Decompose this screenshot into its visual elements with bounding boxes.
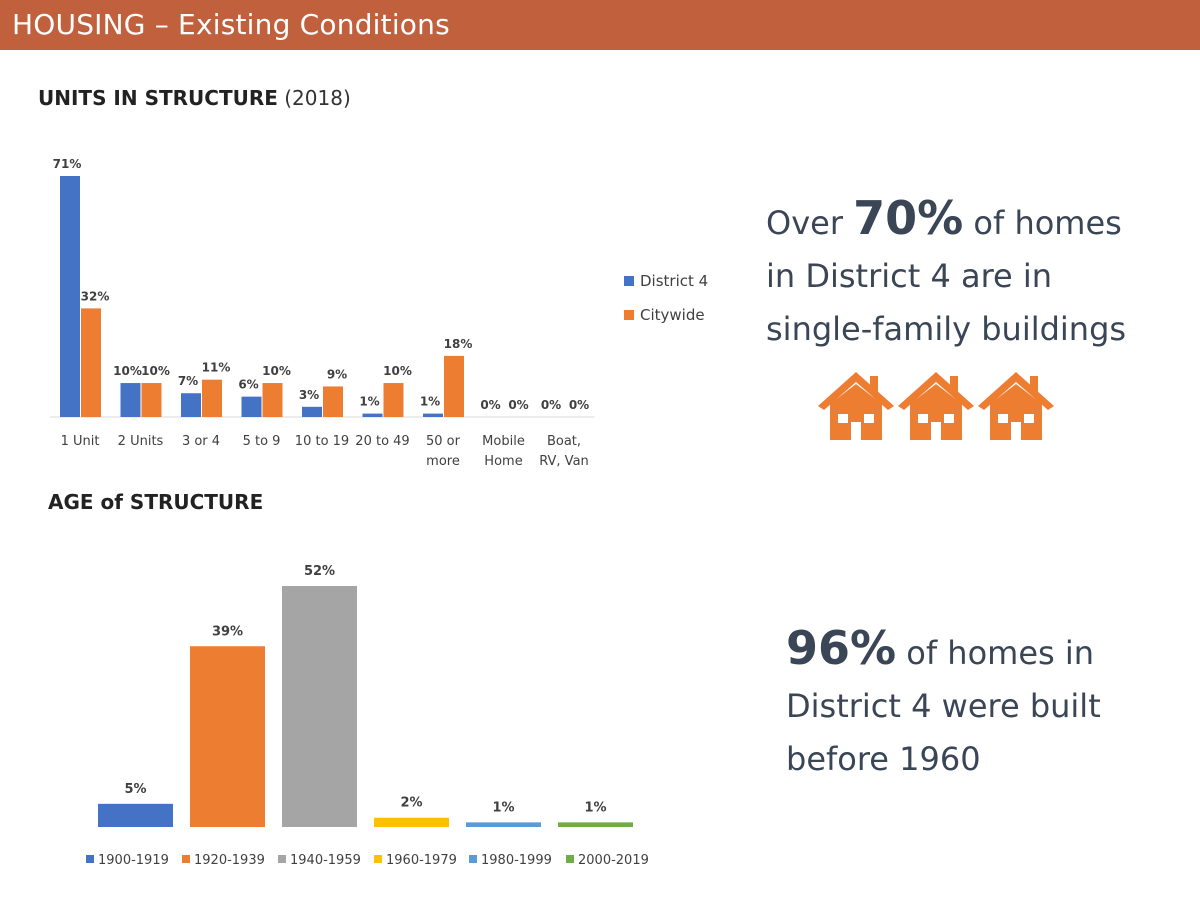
- house-icon: [898, 372, 974, 440]
- units-section-title: UNITS IN STRUCTURE (2018): [38, 86, 351, 110]
- bar: [190, 646, 265, 827]
- data-label: 18%: [444, 337, 473, 351]
- data-label: 32%: [81, 289, 110, 303]
- data-label: 7%: [178, 374, 198, 388]
- units-callout-prefix: Over: [766, 204, 854, 242]
- age-callout-suffix: of homes in: [896, 634, 1095, 672]
- page-title: HOUSING – Existing Conditions: [12, 8, 450, 41]
- x-tick-label: Boat,: [547, 434, 581, 449]
- data-label: 0%: [569, 398, 589, 412]
- legend-swatch: [469, 855, 477, 863]
- data-label: 10%: [141, 364, 170, 378]
- bar: [81, 308, 101, 417]
- x-tick-label: 20 to 49: [355, 434, 409, 449]
- age-callout-figure: 96%: [786, 621, 897, 675]
- data-label: 3%: [299, 388, 319, 402]
- data-label: 10%: [113, 364, 142, 378]
- data-label: 6%: [238, 378, 258, 392]
- age-section-title: AGE of STRUCTURE: [48, 490, 263, 514]
- house-icon: [818, 372, 894, 440]
- x-tick-label: 2 Units: [118, 434, 164, 449]
- bar: [323, 386, 343, 417]
- x-tick-label: Home: [484, 454, 522, 469]
- bar: [282, 586, 357, 827]
- bar: [202, 379, 222, 417]
- x-tick-label: 3 or 4: [182, 434, 220, 449]
- bar: [302, 406, 322, 417]
- bar: [558, 822, 633, 827]
- age-callout-line3: before 1960: [786, 740, 981, 778]
- data-label: 52%: [304, 564, 335, 579]
- legend-swatch: [624, 276, 634, 286]
- houses-illustration: [816, 370, 1056, 442]
- units-callout-line2: in District 4 are in: [766, 257, 1053, 295]
- data-label: 39%: [212, 624, 243, 639]
- bar: [262, 383, 283, 417]
- x-tick-label: 1 Unit: [61, 434, 100, 449]
- legend-swatch: [278, 855, 286, 863]
- legend-swatch: [374, 855, 382, 863]
- bar: [466, 822, 541, 827]
- bar: [362, 413, 383, 417]
- units-callout-line3: single-family buildings: [766, 310, 1127, 348]
- header-bar: HOUSING – Existing Conditions: [0, 0, 1200, 50]
- data-label: 11%: [202, 361, 231, 375]
- units-callout: Over 70% of homes in District 4 are in s…: [766, 192, 1126, 356]
- age-callout: 96% of homes in District 4 were built be…: [786, 622, 1101, 786]
- bar: [241, 396, 262, 417]
- legend-label: 1900-1919: [98, 853, 169, 868]
- data-label: 5%: [124, 782, 146, 797]
- data-label: 1%: [492, 800, 514, 815]
- bar: [444, 355, 464, 417]
- legend-label: Citywide: [640, 306, 705, 324]
- bar: [141, 383, 162, 417]
- units-callout-figure: 70%: [853, 191, 964, 245]
- bar: [181, 393, 201, 417]
- legend-label: 1980-1999: [481, 853, 552, 868]
- x-tick-label: more: [426, 454, 460, 469]
- data-label: 71%: [53, 157, 82, 171]
- bar: [60, 176, 80, 417]
- age-of-structure-chart: 5% 39% 52% 2% 1% 1% 1900-1919 1920-1939 1940-195…: [86, 564, 649, 868]
- data-label: 1%: [359, 395, 379, 409]
- bar: [120, 383, 141, 417]
- legend-label: 1920-1939: [194, 853, 265, 868]
- age-callout-line2: District 4 were built: [786, 687, 1101, 725]
- x-tick-label: RV, Van: [539, 454, 589, 469]
- units-callout-suffix: of homes: [963, 204, 1122, 242]
- x-tick-label: 10 to 19: [295, 434, 349, 449]
- legend-label: 2000-2019: [578, 853, 649, 868]
- data-label: 10%: [383, 364, 412, 378]
- data-label: 2%: [400, 796, 422, 811]
- data-label: 1%: [584, 800, 606, 815]
- data-label: 0%: [508, 398, 528, 412]
- units-title: UNITS IN STRUCTURE: [38, 86, 278, 110]
- legend-swatch: [566, 855, 574, 863]
- bar: [383, 383, 404, 417]
- data-label: 10%: [262, 364, 291, 378]
- bar: [98, 803, 173, 827]
- legend-swatch: [624, 310, 634, 320]
- age-title: AGE of STRUCTURE: [48, 490, 264, 514]
- units-subtitle: (2018): [284, 86, 351, 110]
- legend-swatch: [86, 855, 94, 863]
- data-label: 0%: [480, 398, 500, 412]
- data-label: 9%: [327, 367, 347, 381]
- x-tick-label: Mobile: [482, 434, 525, 449]
- data-label: 0%: [541, 398, 561, 412]
- x-tick-label: 5 to 9: [243, 434, 281, 449]
- legend-label: 1960-1979: [386, 853, 457, 868]
- house-icon: [978, 372, 1054, 440]
- legend-swatch: [182, 855, 190, 863]
- legend-label: District 4: [640, 272, 708, 290]
- bar: [374, 817, 449, 827]
- legend-label: 1940-1959: [290, 853, 361, 868]
- data-label: 1%: [420, 395, 440, 409]
- bar: [423, 413, 443, 417]
- x-tick-label: 50 or: [426, 434, 461, 449]
